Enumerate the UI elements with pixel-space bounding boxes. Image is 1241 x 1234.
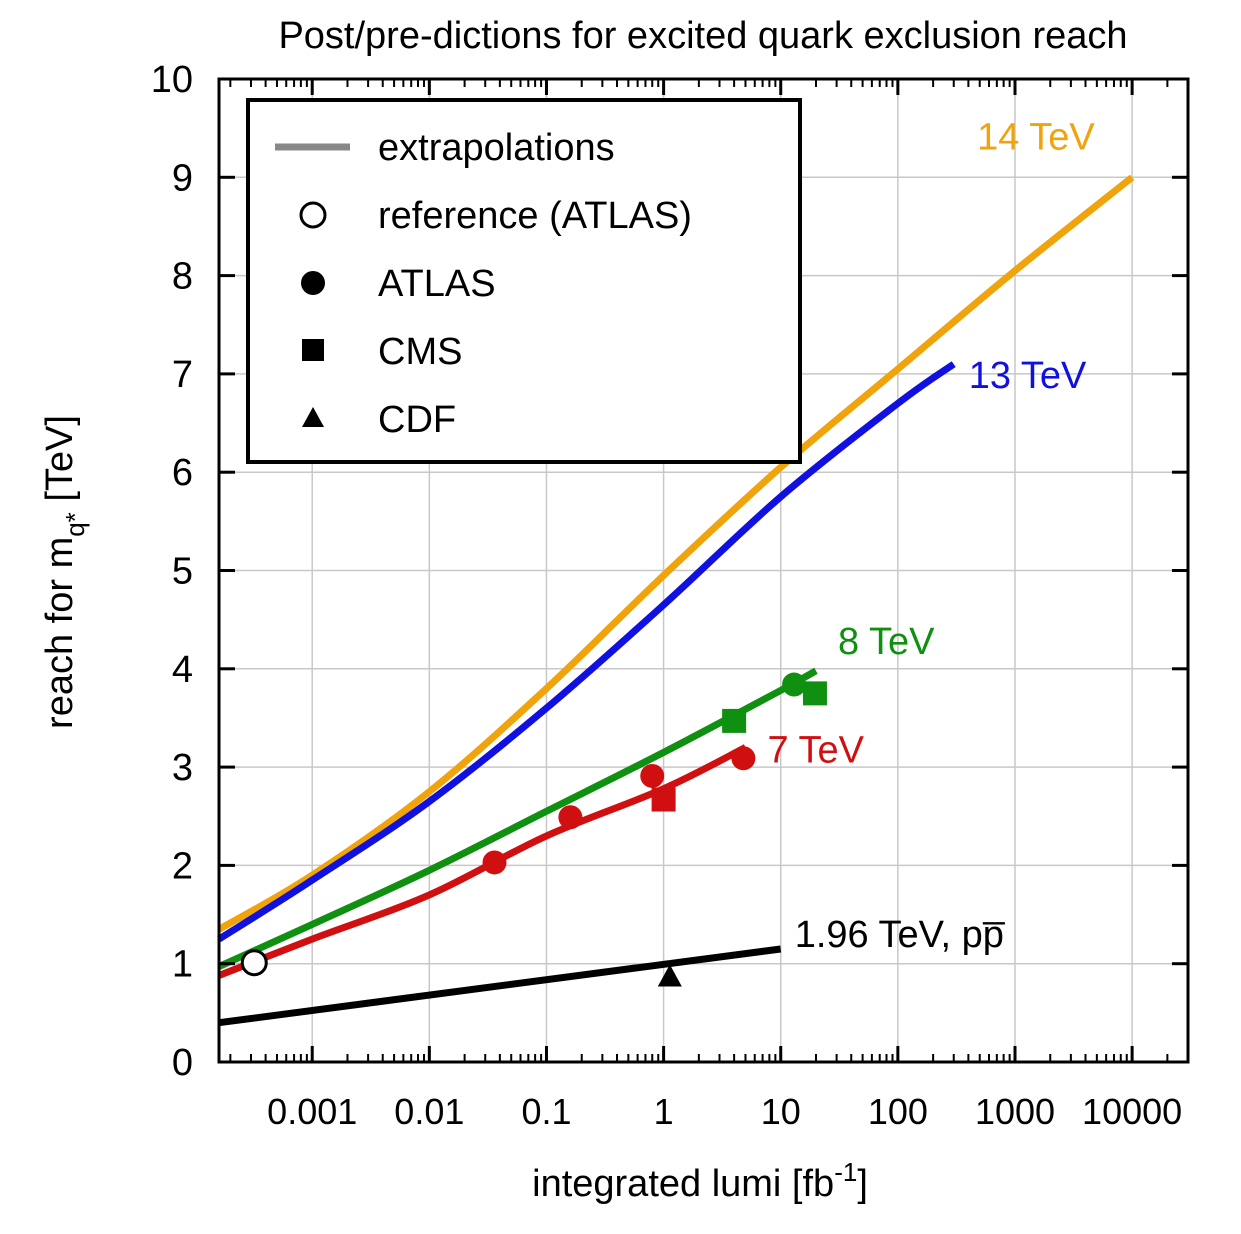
data-points xyxy=(240,672,827,987)
cms-point xyxy=(802,681,827,706)
y-tick-label: 1 xyxy=(172,944,193,986)
x-tick-label: 0.01 xyxy=(394,1091,464,1132)
x-tick-label: 100 xyxy=(868,1091,928,1132)
legend-label: CDF xyxy=(378,399,456,441)
chart-title: Post/pre-dictions for excited quark excl… xyxy=(278,15,1127,57)
y-tick-label: 6 xyxy=(172,452,193,494)
y-tick-label: 9 xyxy=(172,157,193,199)
x-tick-label: 1000 xyxy=(975,1091,1055,1132)
atlas-point xyxy=(782,672,807,697)
atlas-point xyxy=(640,763,665,788)
y-tick-label: 10 xyxy=(151,59,193,101)
y-tick-label: 3 xyxy=(172,747,193,789)
x-tick-label: 10000 xyxy=(1082,1091,1182,1132)
x-tick-label: 10 xyxy=(761,1091,801,1132)
series-line xyxy=(217,744,748,979)
legend-label: reference (ATLAS) xyxy=(378,195,692,237)
series-line xyxy=(217,667,818,970)
x-tick-labels: 0.001 0.01 0.1 1 10 100 1000 10000 xyxy=(267,1091,1182,1132)
cms-point xyxy=(651,787,676,812)
series-label: 14 TeV xyxy=(977,116,1095,158)
legend-label: CMS xyxy=(378,331,462,373)
series-label: 8 TeV xyxy=(838,621,935,663)
atlas-point xyxy=(731,746,756,771)
series-line xyxy=(218,945,782,1027)
y-tick-label: 2 xyxy=(172,845,193,887)
legend-marker-filled-triangle xyxy=(302,407,324,427)
y-tick-labels: 0 1 2 3 4 5 6 7 8 9 10 xyxy=(151,59,193,1084)
atlas-point xyxy=(482,850,507,875)
legend-box xyxy=(246,98,802,464)
y-tick-label: 7 xyxy=(172,354,193,396)
legend-label: extrapolations xyxy=(378,127,615,169)
series-labels: 14 TeV 13 TeV 8 TeV 7 TeV 1.96 TeV, pp̅ xyxy=(767,116,1095,956)
legend-label: ATLAS xyxy=(378,263,496,305)
x-tick-label: 0.1 xyxy=(521,1091,571,1132)
y-axis-label: reach for mq* [TeV] xyxy=(39,415,90,729)
cdf-point xyxy=(657,964,682,987)
series-line xyxy=(217,361,956,943)
series-label: 1.96 TeV, pp̅ xyxy=(795,914,1006,956)
x-tick-label: 1 xyxy=(654,1091,674,1132)
y-tick-label: 0 xyxy=(172,1042,193,1084)
y-tick-label: 8 xyxy=(172,256,193,298)
x-axis-label: integrated lumi [fb-1] xyxy=(532,1157,868,1205)
atlas-point xyxy=(558,805,583,830)
reference-point xyxy=(240,949,268,977)
series-label: 13 TeV xyxy=(969,355,1087,397)
series-label: 7 TeV xyxy=(767,729,864,771)
axis-ticks xyxy=(219,77,1188,1064)
legend: extrapolations reference (ATLAS) ATLAS C… xyxy=(246,98,802,464)
x-tick-label: 0.001 xyxy=(267,1091,357,1132)
legend-marker-open-circle xyxy=(299,201,327,229)
legend-marker-filled-square xyxy=(302,339,324,361)
series-line xyxy=(217,174,1135,933)
cms-point xyxy=(722,708,747,733)
legend-marker-filled-circle xyxy=(301,271,325,295)
y-tick-label: 5 xyxy=(172,551,193,593)
y-tick-label: 4 xyxy=(172,649,193,691)
